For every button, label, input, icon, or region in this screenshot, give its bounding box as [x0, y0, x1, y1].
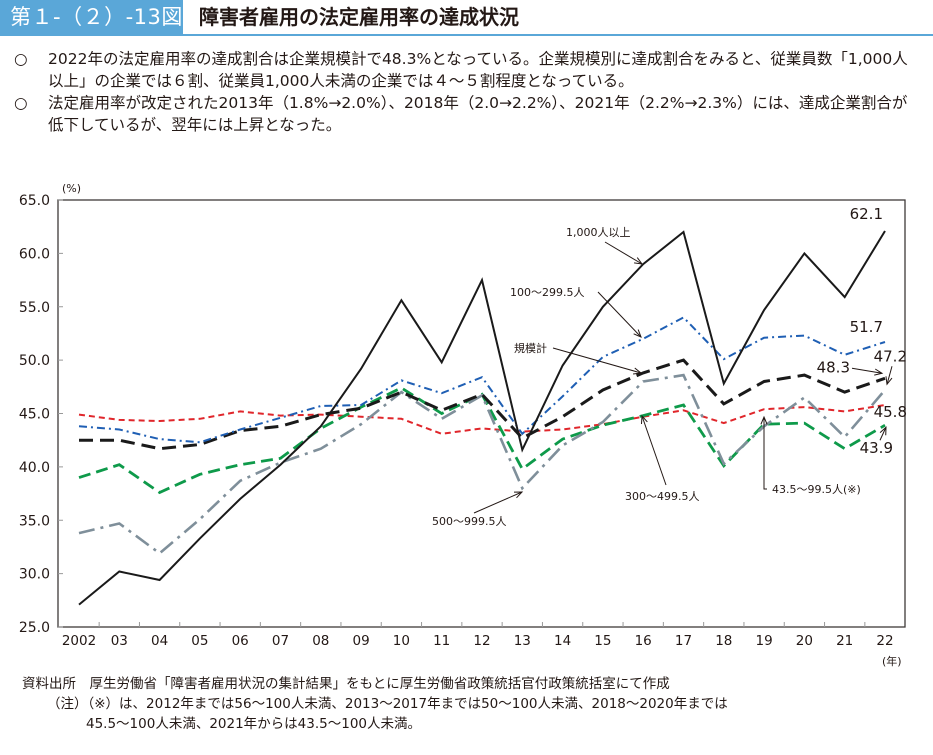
end-value-label: 43.9 — [860, 439, 893, 457]
arrowhead-icon — [879, 426, 887, 436]
y-axis-label: (%) — [62, 182, 81, 195]
footnote-continued: 45.5～100人未満、2021年からは43.5～100人未満。 — [86, 716, 422, 732]
summary-bullet: ○ 2022年の法定雇用率の達成割合は企業規模計で48.3%となっている。企業規… — [14, 48, 919, 92]
arrowhead-icon — [633, 329, 642, 338]
x-tick-label: 11 — [433, 633, 450, 649]
summary-bullet: ○ 法定雇用率が改定された2013年（1.8%→2.0%）、2018年（2.0→… — [14, 92, 919, 136]
x-tick-label: 13 — [514, 633, 531, 649]
y-tick-label: 55.0 — [19, 300, 50, 316]
x-tick-label: 05 — [191, 633, 208, 649]
end-value-label: 62.1 — [850, 205, 883, 223]
y-tick-label: 45.0 — [19, 407, 50, 423]
x-tick-label: 20 — [796, 633, 813, 649]
x-tick-label: 07 — [272, 633, 289, 649]
annotation-label: 規模計 — [514, 341, 547, 355]
annotation-arrow — [886, 366, 893, 385]
summary-bullet-text: 法定雇用率が改定された2013年（1.8%→2.0%）、2018年（2.0→2.… — [48, 94, 908, 134]
chart-series — [78, 230, 886, 606]
x-tick-label: 08 — [312, 633, 329, 649]
end-value-label: 48.3 — [817, 358, 850, 376]
y-tick-label: 50.0 — [19, 353, 50, 369]
y-tick-label: 65.0 — [19, 193, 50, 209]
chart-footer: 資料出所 厚生労働省「障害者雇用状況の集計結果」をもとに厚生労働省政策統括官付政… — [0, 674, 933, 734]
end-value-label: 45.8 — [874, 403, 907, 421]
header-divider — [0, 34, 933, 36]
x-tick-label: 14 — [554, 633, 571, 649]
annotation-arrow — [851, 367, 883, 374]
x-tick-label: 21 — [836, 633, 853, 649]
series-line — [78, 230, 886, 606]
annotation-arrow — [641, 415, 667, 486]
arrowhead-icon — [760, 415, 768, 425]
bullet-circle-icon: ○ — [14, 94, 28, 112]
bullet-circle-icon: ○ — [14, 50, 28, 68]
annotation-arrow — [879, 427, 887, 441]
annotation-label: 300～499.5人 — [625, 490, 700, 503]
annotation-label: 1,000人以上 — [566, 226, 631, 239]
annotation-label: 43.5～99.5人(※) — [772, 483, 861, 496]
x-tick-label: 12 — [473, 633, 490, 649]
arrowhead-icon — [513, 491, 524, 499]
x-tick-label: 15 — [594, 633, 611, 649]
series-line — [78, 316, 886, 444]
x-tick-label: 10 — [393, 633, 410, 649]
y-tick-label: 35.0 — [19, 513, 50, 529]
x-tick-label: 04 — [151, 633, 168, 649]
y-tick-label: 60.0 — [19, 246, 50, 262]
x-tick-label: 03 — [111, 633, 128, 649]
figure-header: 第１-（２）-13図 障害者雇用の法定雇用率の達成状況 — [0, 0, 933, 36]
chart-annotations: 62.1 51.7 48.3 47.2 45.8 43.9 1,000人以上 100～299.… — [432, 205, 907, 528]
annotation-label: 500～999.5人 — [432, 515, 507, 528]
x-tick-label: 06 — [232, 633, 249, 649]
line-chart: 25.0 30.0 35.0 40.0 45.0 50.0 55.0 60.0 65.0 2002… — [0, 180, 933, 670]
arrowhead-icon — [874, 368, 884, 376]
footnote: （注）（※）は、2012年までは56～100人未満、2013～2017年までは5… — [47, 696, 728, 712]
chart-svg: 25.0 30.0 35.0 40.0 45.0 50.0 55.0 60.0 65.0 2002… — [19, 182, 907, 668]
y-tick-label: 30.0 — [19, 567, 50, 583]
summary-text: ○ 2022年の法定雇用率の達成割合は企業規模計で48.3%となっている。企業規… — [14, 48, 919, 136]
chart-axes: 25.0 30.0 35.0 40.0 45.0 50.0 55.0 60.0 65.0 2002… — [19, 193, 906, 649]
x-tick-label: 2002 — [62, 633, 96, 649]
x-tick-label: 16 — [635, 633, 652, 649]
x-tick-label: 17 — [675, 633, 692, 649]
y-tick-label: 25.0 — [19, 620, 50, 636]
end-value-label: 51.7 — [850, 318, 883, 336]
annotation-arrow — [604, 241, 643, 265]
arrowhead-icon — [885, 376, 893, 386]
source-note: 資料出所 厚生労働省「障害者雇用状況の集計結果」をもとに厚生労働省政策統括官付政… — [22, 676, 670, 692]
annotation-arrow — [552, 347, 642, 374]
x-tick-label: 19 — [756, 633, 773, 649]
summary-bullet-text: 2022年の法定雇用率の達成割合は企業規模計で48.3%となっている。企業規模別… — [48, 50, 908, 90]
x-tick-label: 22 — [876, 633, 893, 649]
end-value-label: 47.2 — [874, 347, 907, 365]
annotation-arrow — [763, 417, 767, 490]
annotation-arrow — [473, 491, 523, 514]
annotation-arrow — [597, 291, 642, 338]
y-tick-label: 40.0 — [19, 460, 50, 476]
plot-frame — [57, 199, 906, 628]
series-line — [79, 358, 886, 451]
series-line — [78, 373, 886, 555]
x-axis-label: (年) — [882, 654, 902, 668]
figure-number: 第１-（２）-13図 — [0, 0, 183, 34]
x-tick-label: 09 — [353, 633, 370, 649]
series-line — [78, 404, 886, 435]
arrowhead-icon — [640, 414, 648, 425]
annotation-label: 100～299.5人 — [510, 286, 585, 299]
x-tick-label: 18 — [715, 633, 732, 649]
arrowhead-icon — [632, 367, 643, 375]
arrowhead-icon — [634, 257, 644, 265]
figure-title: 障害者雇用の法定雇用率の達成状況 — [199, 5, 519, 29]
